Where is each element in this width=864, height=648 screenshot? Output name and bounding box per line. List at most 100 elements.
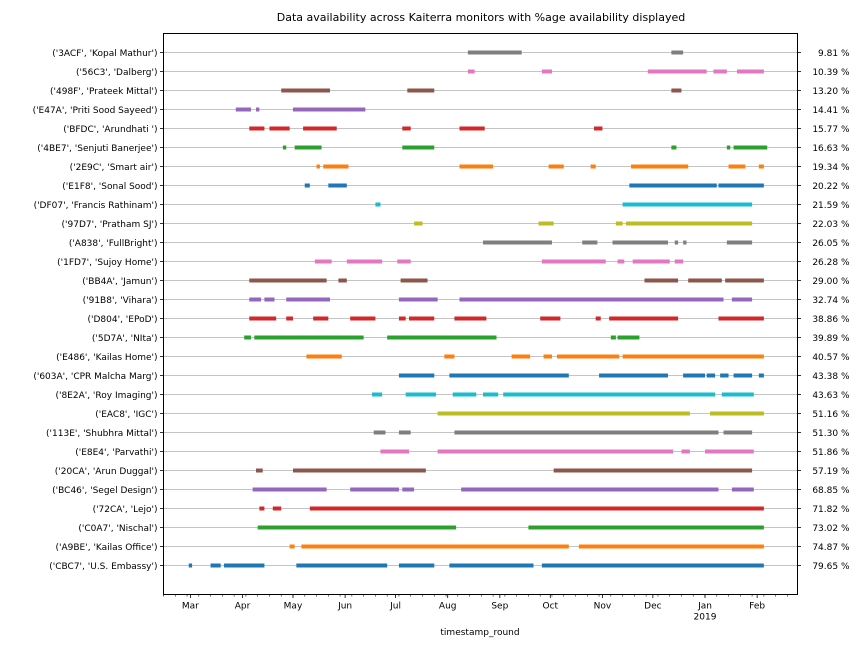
monitor-label: ('E8E4', 'Parvathi') xyxy=(75,448,157,458)
monitor-label: ('BC46', 'Segel Design') xyxy=(52,486,157,496)
availability-segment xyxy=(728,164,746,169)
availability-segment xyxy=(557,354,620,359)
monitor-label: ('D804', 'EPoD') xyxy=(88,315,158,325)
availability-segment xyxy=(306,354,342,359)
availability-percentage: 51.16 % xyxy=(812,410,850,420)
availability-segment xyxy=(323,164,349,169)
availability-segment xyxy=(733,145,768,150)
availability-segment xyxy=(459,126,485,131)
availability-segment xyxy=(454,430,719,435)
plot-frame xyxy=(163,33,798,595)
monitor-label: ('91B8', 'Vihara') xyxy=(83,296,158,306)
availability-segment xyxy=(301,544,569,549)
availability-segment xyxy=(483,240,552,245)
availability-percentages: 9.81 % 10.39 % 13.20 % 14.41 % 15.77 % 16.63 … xyxy=(797,49,850,572)
monitor-label: ('72CA', 'Lejo') xyxy=(93,505,158,515)
availability-percentage: 15.77 % xyxy=(812,125,850,135)
availability-segment xyxy=(224,563,265,568)
availability-percentage: 57.19 % xyxy=(812,467,850,477)
x-tick-label: Jan xyxy=(697,602,712,612)
monitor-label: ('4BE7', 'Senjuti Banerjee') xyxy=(37,144,157,154)
availability-segment xyxy=(726,145,731,150)
availability-segment xyxy=(459,297,724,302)
monitor-label: ('113E', 'Shubhra Mittal') xyxy=(46,429,157,439)
x-tick-label: Dec xyxy=(644,602,661,612)
availability-segment xyxy=(631,164,689,169)
availability-segment xyxy=(400,278,428,283)
availability-segment xyxy=(328,183,347,188)
availability-segment xyxy=(644,278,679,283)
monitor-labels: ('3ACF', 'Kopal Mathur') ('56C3', 'Dalber… xyxy=(33,49,164,572)
availability-segment xyxy=(758,164,764,169)
availability-segment xyxy=(272,506,282,511)
availability-segment xyxy=(731,487,754,492)
monitor-label: ('56C3', 'Dalberg') xyxy=(76,68,158,78)
availability-segment xyxy=(303,126,337,131)
availability-segment xyxy=(407,88,435,93)
availability-percentage: 21.59 % xyxy=(812,201,850,211)
availability-segment xyxy=(402,487,415,492)
availability-segment xyxy=(483,392,499,397)
availability-segment xyxy=(625,221,753,226)
monitor-label: ('5D7A', 'NIta') xyxy=(92,334,158,344)
availability-segment xyxy=(380,449,410,454)
availability-segment xyxy=(726,240,753,245)
monitor-label: ('E1F8', 'Sonal Sood') xyxy=(62,182,157,192)
availability-segments xyxy=(188,50,768,568)
availability-segment xyxy=(538,221,554,226)
availability-segment xyxy=(452,392,477,397)
availability-segment xyxy=(257,525,457,530)
x-tick-label: Nov xyxy=(594,602,612,612)
availability-segment xyxy=(449,563,534,568)
availability-segment xyxy=(713,69,727,74)
availability-segment xyxy=(622,354,764,359)
availability-percentage: 19.34 % xyxy=(812,163,850,173)
availability-segment xyxy=(409,316,435,321)
availability-segment xyxy=(706,373,716,378)
availability-segment xyxy=(252,487,327,492)
availability-segment xyxy=(725,278,764,283)
availability-segment xyxy=(467,50,522,55)
availability-percentage: 32.74 % xyxy=(812,296,850,306)
availability-segment xyxy=(405,392,436,397)
availability-segment xyxy=(338,278,347,283)
availability-percentage: 74.87 % xyxy=(812,543,850,553)
availability-segment xyxy=(255,107,260,112)
availability-percentage: 20.22 % xyxy=(812,182,850,192)
availability-segment xyxy=(543,354,552,359)
availability-segment xyxy=(314,259,332,264)
availability-segment xyxy=(454,316,487,321)
x-tick-label: Mar xyxy=(182,602,199,612)
availability-segment xyxy=(398,563,435,568)
availability-percentage: 10.39 % xyxy=(812,68,850,78)
availability-segment xyxy=(629,183,717,188)
availability-segment xyxy=(244,335,251,340)
availability-segment xyxy=(398,297,438,302)
availability-segment xyxy=(503,392,716,397)
monitor-label: ('E486', 'Kailas Home') xyxy=(56,353,157,363)
monitor-label: ('603A', 'CPR Malcha Marg') xyxy=(33,372,157,382)
availability-segment xyxy=(372,392,383,397)
availability-segment xyxy=(286,297,330,302)
availability-percentage: 71.82 % xyxy=(812,505,850,515)
availability-segment xyxy=(612,240,669,245)
monitor-label: ('BFDC', 'Arundhati ') xyxy=(63,125,157,135)
availability-segment xyxy=(540,316,561,321)
availability-percentage: 79.65 % xyxy=(812,562,850,572)
availability-segment xyxy=(289,544,295,549)
monitor-label: ('A838', 'FullBright') xyxy=(69,239,158,249)
availability-percentage: 73.02 % xyxy=(812,524,850,534)
availability-segment xyxy=(292,107,366,112)
availability-segment xyxy=(548,164,564,169)
availability-segment xyxy=(398,430,411,435)
availability-segment xyxy=(720,373,729,378)
availability-segment xyxy=(599,373,669,378)
x-tick-label: Apr xyxy=(235,602,251,612)
monitor-label: ('498F', 'Prateek Mittal') xyxy=(50,87,158,97)
monitor-label: ('1FD7', 'Sujoy Home') xyxy=(57,258,157,268)
availability-segment xyxy=(705,449,754,454)
availability-segment xyxy=(723,430,753,435)
availability-percentage: 40.57 % xyxy=(812,353,850,363)
availability-segment xyxy=(235,107,251,112)
availability-segment xyxy=(294,145,322,150)
